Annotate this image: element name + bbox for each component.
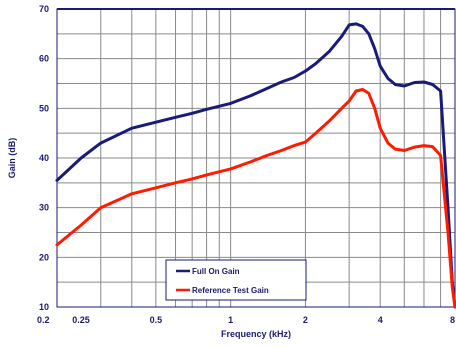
plot-area-border	[56, 8, 456, 308]
y-tick-label: 50	[39, 103, 49, 113]
x-axis-ticks: 0.2 0.25 0.5 1 2 4 8	[37, 315, 455, 325]
series-line-reference-test-gain	[55, 88, 456, 309]
y-tick-label: 40	[39, 153, 49, 163]
x-tick-label: 0.2	[37, 315, 50, 325]
legend-box	[165, 259, 307, 301]
x-axis-label: Frequency (kHz)	[221, 329, 291, 339]
x-tick-label: 8	[450, 315, 455, 325]
series-line-full-on-gain	[55, 22, 456, 309]
y-tick-label: 10	[39, 302, 49, 312]
legend-label-full-on-gain: Full On Gain	[192, 267, 240, 276]
legend-label-reference-test-gain: Reference Test Gain	[192, 286, 269, 295]
y-axis-label: Gain (dB)	[7, 138, 17, 179]
y-axis-ticks: 10 20 30 40 50 60 70	[39, 4, 49, 312]
x-tick-label: 4	[378, 315, 383, 325]
y-tick-label: 30	[39, 203, 49, 213]
series-group	[55, 22, 456, 309]
x-tick-label: 0.25	[72, 315, 90, 325]
y-tick-label: 20	[39, 252, 49, 262]
y-tick-label: 60	[39, 54, 49, 64]
x-tick-label: 1	[228, 315, 233, 325]
x-tick-label: 2	[303, 315, 308, 325]
x-tick-label: 0.5	[150, 315, 163, 325]
y-tick-label: 70	[39, 4, 49, 14]
legend: Full On Gain Reference Test Gain	[165, 259, 307, 301]
